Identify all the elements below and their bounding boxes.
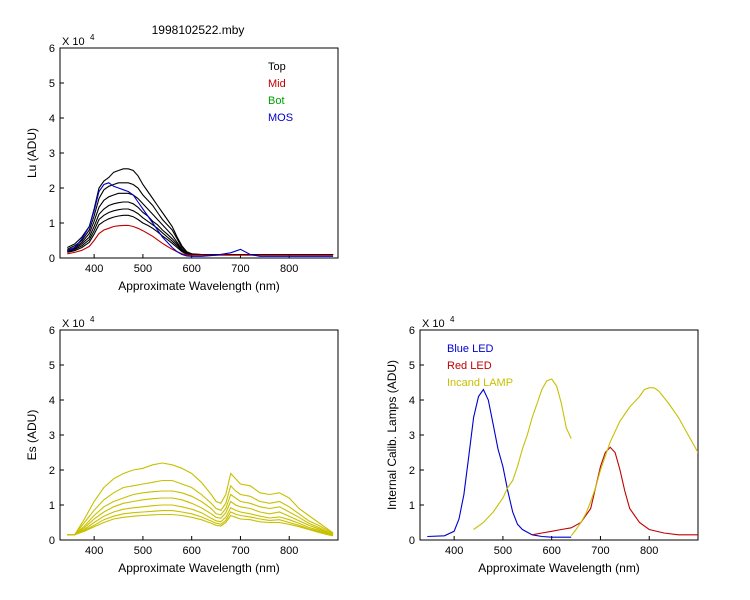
x-axis-label: Approximate Wavelength (nm) bbox=[478, 561, 640, 575]
y-multiplier: X 10 bbox=[62, 36, 85, 48]
x-tick-label: 500 bbox=[134, 263, 152, 275]
x-tick-label: 400 bbox=[445, 545, 463, 557]
y-tick-label: 4 bbox=[49, 395, 55, 407]
y-tick-label: 3 bbox=[49, 430, 55, 442]
x-tick-label: 600 bbox=[543, 545, 561, 557]
y-tick-label: 3 bbox=[49, 148, 55, 160]
series-line bbox=[570, 387, 698, 537]
series-group bbox=[67, 462, 334, 537]
series-group bbox=[67, 168, 334, 257]
x-tick-label: 800 bbox=[280, 263, 298, 275]
legend-entry: Top bbox=[268, 61, 286, 73]
legend-entry: Red LED bbox=[447, 360, 492, 372]
x-tick-label: 800 bbox=[640, 545, 658, 557]
panel-2: 400 500 600 700 800 0 1 2 3 4 5 6 X 10 4 Approximate W… bbox=[25, 315, 339, 575]
x-axis-label: Approximate Wavelength (nm) bbox=[118, 279, 280, 293]
series-line-top bbox=[67, 182, 334, 256]
y-tick-label: 4 bbox=[409, 395, 415, 407]
x-tick-label: 500 bbox=[494, 545, 512, 557]
y-tick-label: 6 bbox=[49, 43, 55, 55]
x-tick-label: 800 bbox=[280, 545, 298, 557]
legend-entry: Incand LAMP bbox=[447, 377, 513, 389]
series-line-top bbox=[67, 168, 334, 256]
y-tick-label: 1 bbox=[49, 218, 55, 230]
es-series-line bbox=[67, 504, 334, 536]
series-line bbox=[427, 388, 572, 538]
y-tick-label: 3 bbox=[409, 430, 415, 442]
y-multiplier: X 10 bbox=[62, 318, 85, 330]
y-exponent: 4 bbox=[90, 33, 95, 42]
y-exponent: 4 bbox=[90, 315, 95, 324]
es-series-line bbox=[67, 479, 334, 536]
x-tick-label: 700 bbox=[231, 263, 249, 275]
y-tick-label: 0 bbox=[49, 253, 55, 265]
y-axis-label: Es (ADU) bbox=[25, 410, 39, 461]
panel-3: 400 500 600 700 800 0 1 2 3 4 5 6 X 10 4 Approximate W… bbox=[385, 315, 699, 575]
y-tick-label: 5 bbox=[409, 360, 415, 372]
x-tick-label: 700 bbox=[591, 545, 609, 557]
figure-title: 1998102522.mby bbox=[152, 23, 245, 37]
series-line-mos bbox=[67, 182, 334, 257]
y-tick-label: 4 bbox=[49, 113, 55, 125]
x-tick-label: 400 bbox=[85, 545, 103, 557]
series-line-top bbox=[67, 208, 334, 256]
x-tick-label: 700 bbox=[231, 545, 249, 557]
panel-1: 400 500 600 700 800 0 1 2 3 4 5 6 X 10 4 Approximate W… bbox=[25, 33, 339, 293]
y-tick-label: 0 bbox=[409, 535, 415, 547]
series-line bbox=[473, 378, 572, 530]
y-axis-label: Internal Calib. Lamps (ADU) bbox=[385, 360, 399, 510]
series-line-top bbox=[67, 214, 334, 256]
es-series-line bbox=[67, 513, 334, 537]
y-tick-label: 1 bbox=[49, 500, 55, 512]
x-tick-label: 600 bbox=[183, 263, 201, 275]
series-line-top bbox=[67, 192, 334, 256]
y-multiplier: X 10 bbox=[422, 318, 445, 330]
y-tick-label: 2 bbox=[49, 183, 55, 195]
y-axis-label: Lu (ADU) bbox=[25, 128, 39, 178]
legend-entry: Bot bbox=[268, 95, 285, 107]
legend-entry: MOS bbox=[268, 112, 293, 124]
x-tick-label: 600 bbox=[183, 545, 201, 557]
y-tick-label: 5 bbox=[49, 360, 55, 372]
x-tick-label: 400 bbox=[85, 263, 103, 275]
es-series-line bbox=[67, 497, 334, 536]
series-group bbox=[427, 378, 698, 538]
series-line-mid bbox=[67, 224, 334, 256]
x-tick-label: 500 bbox=[134, 545, 152, 557]
y-exponent: 4 bbox=[450, 315, 455, 324]
y-tick-label: 6 bbox=[49, 325, 55, 337]
legend-entry: Mid bbox=[268, 78, 286, 90]
y-tick-label: 0 bbox=[49, 535, 55, 547]
y-tick-label: 5 bbox=[49, 78, 55, 90]
x-axis-label: Approximate Wavelength (nm) bbox=[118, 561, 280, 575]
plot-frame bbox=[59, 47, 339, 259]
y-tick-label: 6 bbox=[409, 325, 415, 337]
es-series-line bbox=[67, 490, 334, 536]
es-series-line bbox=[67, 510, 334, 537]
y-tick-label: 1 bbox=[409, 500, 415, 512]
y-tick-label: 2 bbox=[49, 465, 55, 477]
y-tick-label: 2 bbox=[409, 465, 415, 477]
es-series-line bbox=[67, 462, 334, 536]
legend-entry: Blue LED bbox=[447, 343, 494, 355]
series-line bbox=[532, 446, 698, 536]
